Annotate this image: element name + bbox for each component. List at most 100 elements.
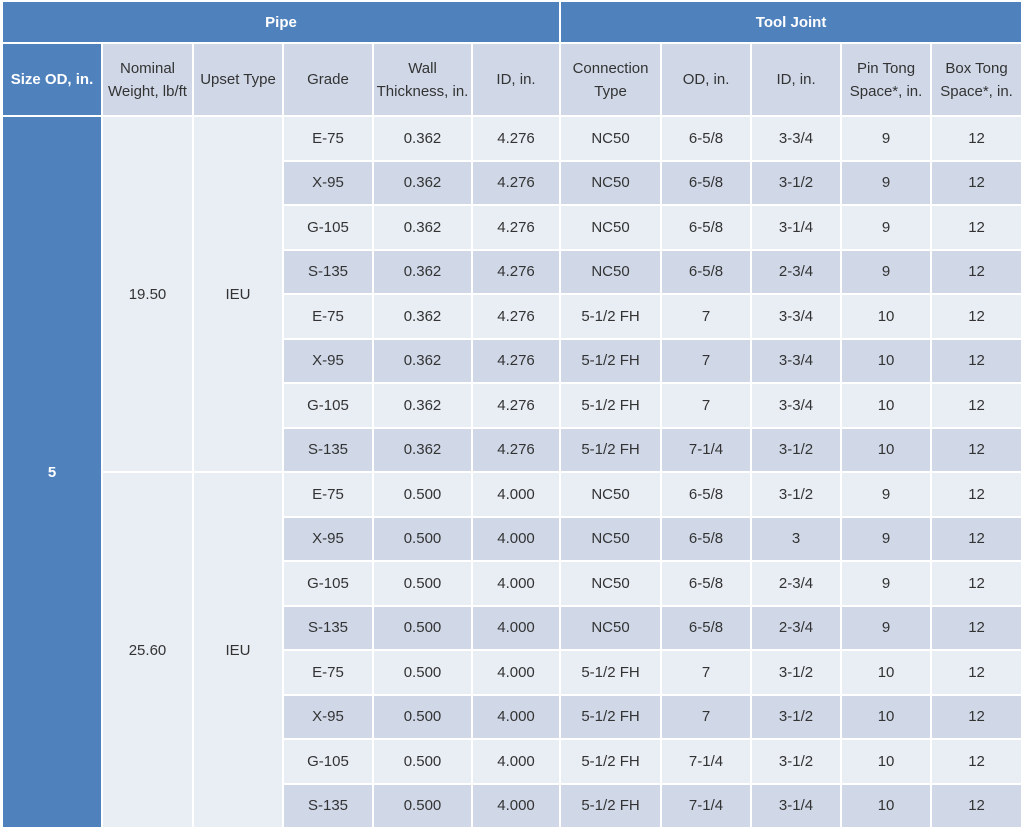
cell-grade: S-135 (284, 250, 372, 293)
cell-tool-joint-od: 6-5/8 (662, 161, 751, 204)
cell-tool-joint-od: 7 (662, 295, 751, 338)
cell-pin-tong-space: 9 (842, 517, 931, 560)
cell-box-tong-space: 12 (932, 117, 1022, 160)
cell-wall-thickness: 0.362 (374, 295, 471, 338)
cell-pin-tong-space: 9 (842, 606, 931, 649)
cell-tool-joint-od: 6-5/8 (662, 206, 751, 249)
cell-tool-joint-od: 6-5/8 (662, 562, 751, 605)
cell-pipe-id: 4.276 (473, 117, 560, 160)
header-size-od: Size OD, in. (3, 44, 101, 115)
cell-box-tong-space: 12 (932, 250, 1022, 293)
cell-wall-thickness: 0.362 (374, 161, 471, 204)
table-row: X-95 0.500 4.000 5-1/2 FH 7 3-1/2 10 12 (3, 695, 1022, 738)
cell-connection-type: 5-1/2 FH (561, 651, 661, 694)
cell-tool-joint-od: 6-5/8 (662, 517, 751, 560)
cell-grade: E-75 (284, 473, 372, 516)
cell-grade: G-105 (284, 206, 372, 249)
cell-pipe-id: 4.000 (473, 562, 560, 605)
cell-pipe-id: 4.000 (473, 740, 560, 783)
cell-box-tong-space: 12 (932, 473, 1022, 516)
cell-box-tong-space: 12 (932, 651, 1022, 694)
cell-box-tong-space: 12 (932, 295, 1022, 338)
cell-pipe-id: 4.276 (473, 295, 560, 338)
cell-box-tong-space: 12 (932, 562, 1022, 605)
cell-tool-joint-od: 7-1/4 (662, 428, 751, 471)
cell-tool-joint-od: 6-5/8 (662, 473, 751, 516)
cell-wall-thickness: 0.500 (374, 784, 471, 827)
table-row: S-135 0.500 4.000 5-1/2 FH 7-1/4 3-1/4 10 12 (3, 784, 1022, 827)
cell-pin-tong-space: 9 (842, 117, 931, 160)
cell-wall-thickness: 0.500 (374, 695, 471, 738)
cell-connection-type: 5-1/2 FH (561, 295, 661, 338)
cell-wall-thickness: 0.362 (374, 250, 471, 293)
cell-grade: S-135 (284, 784, 372, 827)
table-row: 25.60 IEU E-75 0.500 4.000 NC50 6-5/8 3-1/2 9 12 (3, 473, 1022, 827)
group-pipe: Pipe (3, 2, 560, 42)
cell-tool-joint-id: 2-3/4 (752, 606, 841, 649)
cell-box-tong-space: 12 (932, 740, 1022, 783)
table-row: 5 19.50 IEU E-75 0.362 4.276 NC50 6-5/8 3-3/4 9 12 (3, 117, 1022, 827)
cell-pipe-id: 4.000 (473, 606, 560, 649)
cell-pipe-id: 4.276 (473, 384, 560, 427)
table-row: X-95 0.362 4.276 5-1/2 FH 7 3-3/4 10 12 (3, 339, 1022, 382)
cell-box-tong-space: 12 (932, 339, 1022, 382)
header-tool-joint-od: OD, in. (662, 44, 751, 115)
cell-pipe-id: 4.276 (473, 161, 560, 204)
cell-pin-tong-space: 9 (842, 473, 931, 516)
header-grade: Grade (284, 44, 372, 115)
table-body: 5 19.50 IEU E-75 0.362 4.276 NC50 6-5/8 3-3/4 9 12… (3, 117, 1022, 827)
cell-connection-type: 5-1/2 FH (561, 695, 661, 738)
cell-box-tong-space: 12 (932, 695, 1022, 738)
cell-box-tong-space: 12 (932, 784, 1022, 827)
table-row: X-95 0.362 4.276 NC50 6-5/8 3-1/2 9 12 (3, 161, 1022, 204)
cell-tool-joint-id: 3-1/2 (752, 428, 841, 471)
cell-wall-thickness: 0.500 (374, 606, 471, 649)
cell-tool-joint-id: 3 (752, 517, 841, 560)
cell-upset-type: IEU (194, 117, 282, 471)
cell-tool-joint-id: 3-3/4 (752, 339, 841, 382)
cell-pin-tong-space: 10 (842, 651, 931, 694)
cell-pipe-id: 4.000 (473, 784, 560, 827)
cell-wall-thickness: 0.500 (374, 651, 471, 694)
cell-tool-joint-id: 3-1/2 (752, 651, 841, 694)
cell-pin-tong-space: 9 (842, 250, 931, 293)
cell-wall-thickness: 0.362 (374, 384, 471, 427)
cell-tool-joint-od: 7 (662, 695, 751, 738)
cell-box-tong-space: 12 (932, 517, 1022, 560)
cell-pin-tong-space: 10 (842, 695, 931, 738)
cell-pin-tong-space: 9 (842, 161, 931, 204)
cell-nominal-weight: 25.60 (103, 473, 192, 827)
cell-grade: S-135 (284, 428, 372, 471)
header-wall-thickness: Wall Thickness, in. (374, 44, 471, 115)
column-header-row: Size OD, in. Nominal Weight, lb/ft Upset… (3, 44, 1022, 115)
cell-tool-joint-id: 3-1/2 (752, 473, 841, 516)
header-pin-tong-space: Pin Tong Space*, in. (842, 44, 931, 115)
cell-connection-type: 5-1/2 FH (561, 784, 661, 827)
cell-pin-tong-space: 9 (842, 206, 931, 249)
group-tool-joint: Tool Joint (561, 2, 1022, 42)
cell-tool-joint-id: 3-1/4 (752, 784, 841, 827)
cell-box-tong-space: 12 (932, 428, 1022, 471)
cell-connection-type: NC50 (561, 117, 661, 160)
table-row: S-135 0.362 4.276 5-1/2 FH 7-1/4 3-1/2 10 12 (3, 428, 1022, 471)
table-row: G-105 0.362 4.276 5-1/2 FH 7 3-3/4 10 12 (3, 384, 1022, 427)
cell-connection-type: NC50 (561, 517, 661, 560)
header-box-tong-space: Box Tong Space*, in. (932, 44, 1022, 115)
cell-pin-tong-space: 9 (842, 562, 931, 605)
cell-pipe-id: 4.000 (473, 473, 560, 516)
cell-wall-thickness: 0.362 (374, 117, 471, 160)
cell-grade: G-105 (284, 384, 372, 427)
cell-wall-thickness: 0.500 (374, 562, 471, 605)
cell-pipe-id: 4.276 (473, 250, 560, 293)
cell-pipe-id: 4.000 (473, 695, 560, 738)
cell-tool-joint-od: 7 (662, 339, 751, 382)
header-nominal-weight: Nominal Weight, lb/ft (103, 44, 192, 115)
table-row: G-105 0.500 4.000 NC50 6-5/8 2-3/4 9 12 (3, 562, 1022, 605)
cell-wall-thickness: 0.362 (374, 206, 471, 249)
cell-pin-tong-space: 10 (842, 784, 931, 827)
header-tool-joint-id: ID, in. (752, 44, 841, 115)
cell-connection-type: 5-1/2 FH (561, 428, 661, 471)
cell-grade: X-95 (284, 161, 372, 204)
cell-pipe-id: 4.276 (473, 206, 560, 249)
cell-wall-thickness: 0.500 (374, 473, 471, 516)
